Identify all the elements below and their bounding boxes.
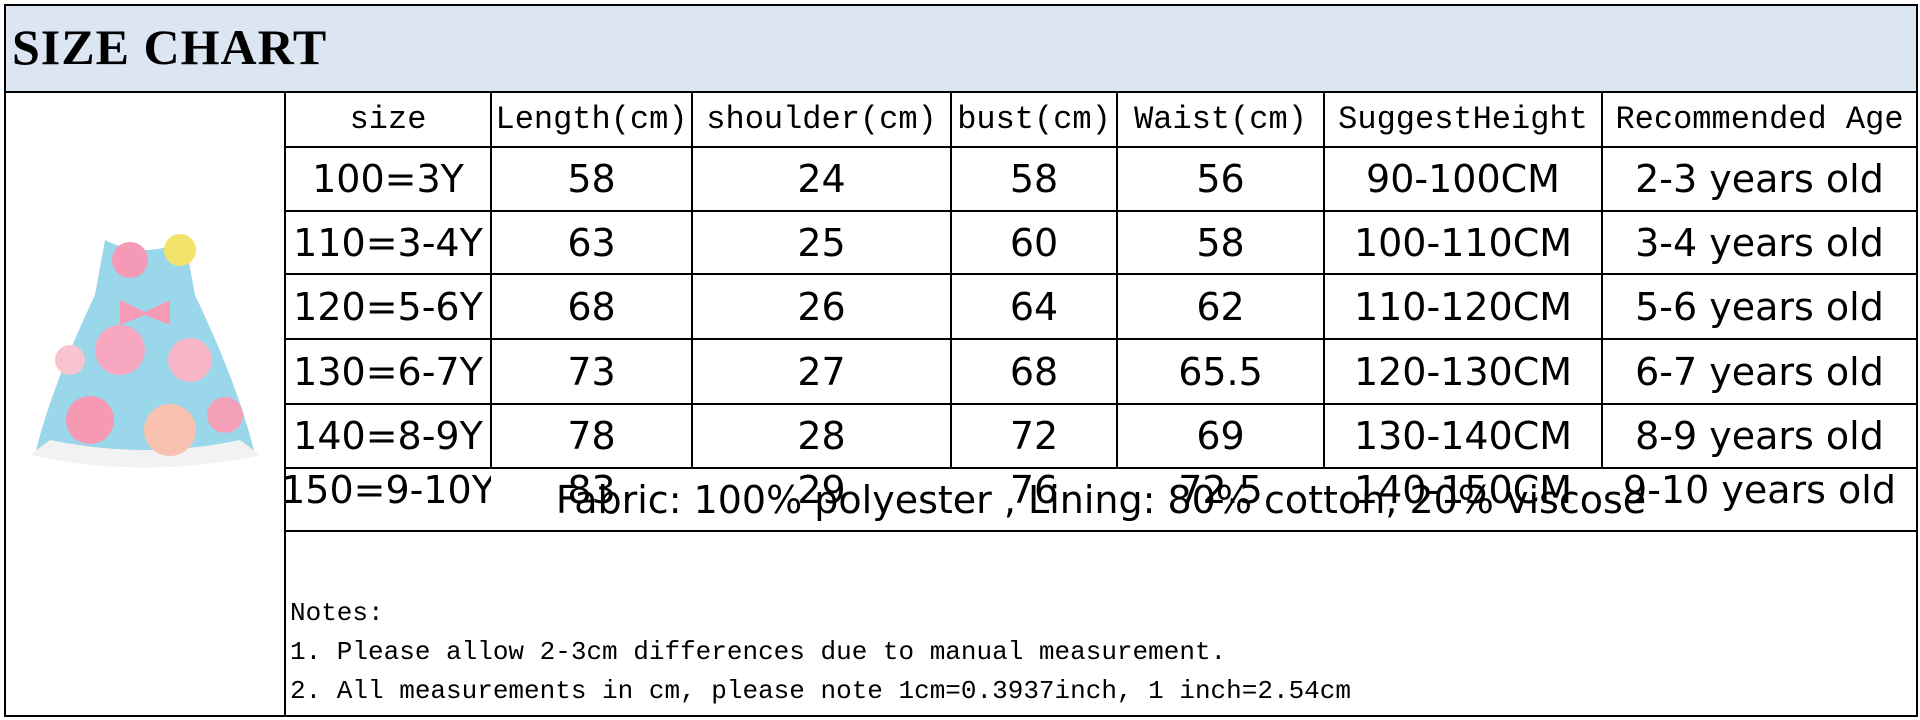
table-cell: 150=9-10Y [285,468,491,512]
table-cell: 130=6-7Y [293,349,483,394]
table-cell: 62 [1196,284,1245,329]
fabric-note: Fabric: 100% polyester , Lining: 80% cot… [555,477,1647,522]
grid-line [950,92,952,468]
table-cell: 73 [567,349,616,394]
table-cell: 100=3Y [312,157,464,201]
table-cell: 69 [1196,414,1245,458]
table-cell: 25 [797,220,846,265]
table-cell: 72.5 [1178,468,1263,512]
table-cell: 120=5-6Y [293,284,483,329]
table-cell: 26 [797,284,846,329]
table-cell: 76 [1009,468,1059,512]
grid-line [285,146,1917,148]
table-cell: 68 [567,284,616,329]
grid-line [285,403,1917,405]
table-cell: 29 [797,468,846,512]
table-cell: 110=3-4Y [293,220,483,265]
table-cell: 8-9 years old [1635,414,1884,458]
column-header: Recommended Age [1615,101,1904,138]
grid-line [691,92,693,468]
grid-line [490,92,492,468]
grid-line [285,530,1917,532]
grid-line [285,273,1917,275]
table-cell: 130-140CM [1353,414,1573,458]
table-cell: 3-4 years old [1635,220,1884,265]
table-cell: 72 [1009,414,1059,458]
grid-line [1601,92,1603,468]
grid-line [285,338,1917,340]
table-cell: 65.5 [1178,349,1263,394]
table-cell: 58 [1196,220,1245,265]
column-header: shoulder(cm) [706,101,937,138]
column-header: Length(cm) [495,101,688,138]
table-cell: 90-100CM [1366,157,1560,201]
table-cell: 5-6 years old [1635,284,1884,329]
notes-title: Notes: [290,598,384,628]
column-header: SuggestHeight [1338,101,1588,138]
table-cell: 9-10 years old [1623,468,1896,512]
table-cell: 140-150CM [1353,468,1573,512]
column-header: size [349,101,427,138]
note-item: 1. Please allow 2-3cm differences due to… [290,637,1227,667]
table-cell: 64 [1009,284,1059,329]
table-cell: 6-7 years old [1635,349,1884,394]
note-item: 2. All measurements in cm, please note 1… [290,676,1351,706]
grid-line [285,467,1917,469]
table-cell: 24 [797,157,846,201]
table-cell: 120-130CM [1353,349,1573,394]
table-cell: 58 [567,157,616,201]
table-cell: 58 [1009,157,1059,201]
table-cell: 2-3 years old [1635,157,1884,201]
table-cell: 140=8-9Y [293,414,483,458]
table-cell: 110-120CM [1353,284,1573,329]
title: SIZE CHART [12,19,328,75]
table-cell: 56 [1196,157,1245,201]
table-cell: 83 [567,468,616,512]
table-cell: 60 [1009,220,1059,265]
grid-line [1116,92,1118,468]
table-cell: 63 [567,220,616,265]
table-cell: 68 [1009,349,1059,394]
column-header: bust(cm) [957,101,1111,138]
table-cell: 100-110CM [1353,220,1573,265]
grid-line [1323,92,1325,468]
column-header: Waist(cm) [1134,101,1307,138]
table-cell: 28 [797,414,846,458]
table-cell: 78 [567,414,616,458]
grid-line [285,210,1917,212]
dress-image [30,234,260,468]
table-cell: 27 [797,349,846,394]
